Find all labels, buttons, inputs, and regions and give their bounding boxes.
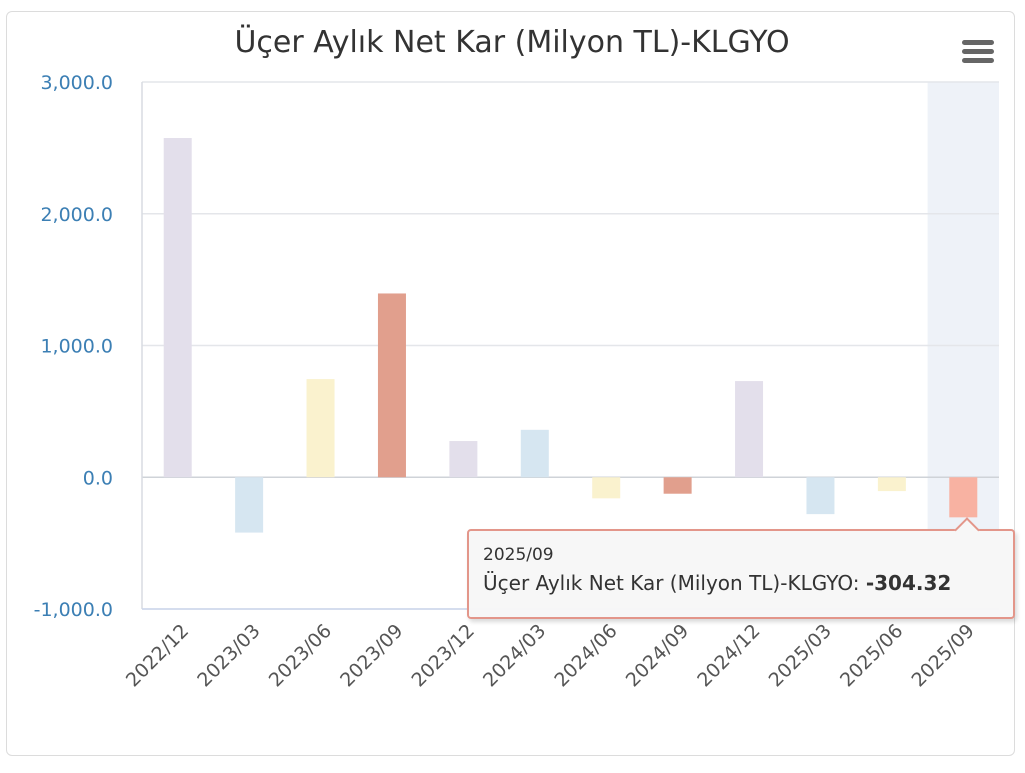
bar-2023-03[interactable]	[235, 477, 264, 533]
bar-2025-09[interactable]	[949, 477, 978, 518]
x-tick-label: 2024/03	[479, 620, 550, 691]
y-tick-label: 3,000.0	[40, 72, 113, 94]
hamburger-menu-icon[interactable]	[958, 36, 998, 70]
x-tick-label: 2023/09	[336, 620, 407, 691]
bar-2024-09[interactable]	[663, 477, 692, 494]
x-tick-label: 2025/03	[765, 620, 836, 691]
tooltip-date: 2025/09	[483, 545, 554, 565]
x-tick-label: 2022/12	[122, 620, 193, 691]
bar-2024-03[interactable]	[520, 429, 549, 478]
bar-2024-06[interactable]	[592, 477, 621, 499]
x-tick-label: 2023/03	[193, 620, 264, 691]
x-tick-label: 2024/12	[693, 620, 764, 691]
y-tick-label: 0.0	[83, 467, 113, 489]
y-tick-label: 2,000.0	[40, 204, 113, 226]
chart-title: Üçer Aylık Net Kar (Milyon TL)-KLGYO	[234, 24, 789, 60]
bar-2024-12[interactable]	[735, 381, 764, 478]
bar-2023-06[interactable]	[306, 379, 335, 478]
tooltip-line: Üçer Aylık Net Kar (Milyon TL)-KLGYO: -3…	[483, 571, 951, 595]
bar-2025-06[interactable]	[877, 477, 906, 492]
y-tick-label: -1,000.0	[34, 599, 113, 621]
x-tick-label: 2023/06	[265, 620, 336, 691]
bar-2023-09[interactable]	[377, 293, 406, 478]
x-tick-label: 2025/09	[907, 620, 978, 691]
x-tick-label: 2024/06	[550, 620, 621, 691]
tooltip-value: -304.32	[865, 571, 952, 595]
x-tick-label: 2025/06	[836, 620, 907, 691]
x-tick-label: 2024/09	[622, 620, 693, 691]
y-tick-label: 1,000.0	[40, 336, 113, 358]
bar-2023-12[interactable]	[449, 441, 478, 478]
bar-2025-03[interactable]	[806, 477, 835, 515]
x-tick-label: 2023/12	[408, 620, 479, 691]
bar-2022-12[interactable]	[163, 137, 192, 478]
tooltip: 2025/09 Üçer Aylık Net Kar (Milyon TL)-K…	[467, 517, 1015, 619]
tooltip-series-label: Üçer Aylık Net Kar (Milyon TL)-KLGYO:	[483, 571, 860, 595]
